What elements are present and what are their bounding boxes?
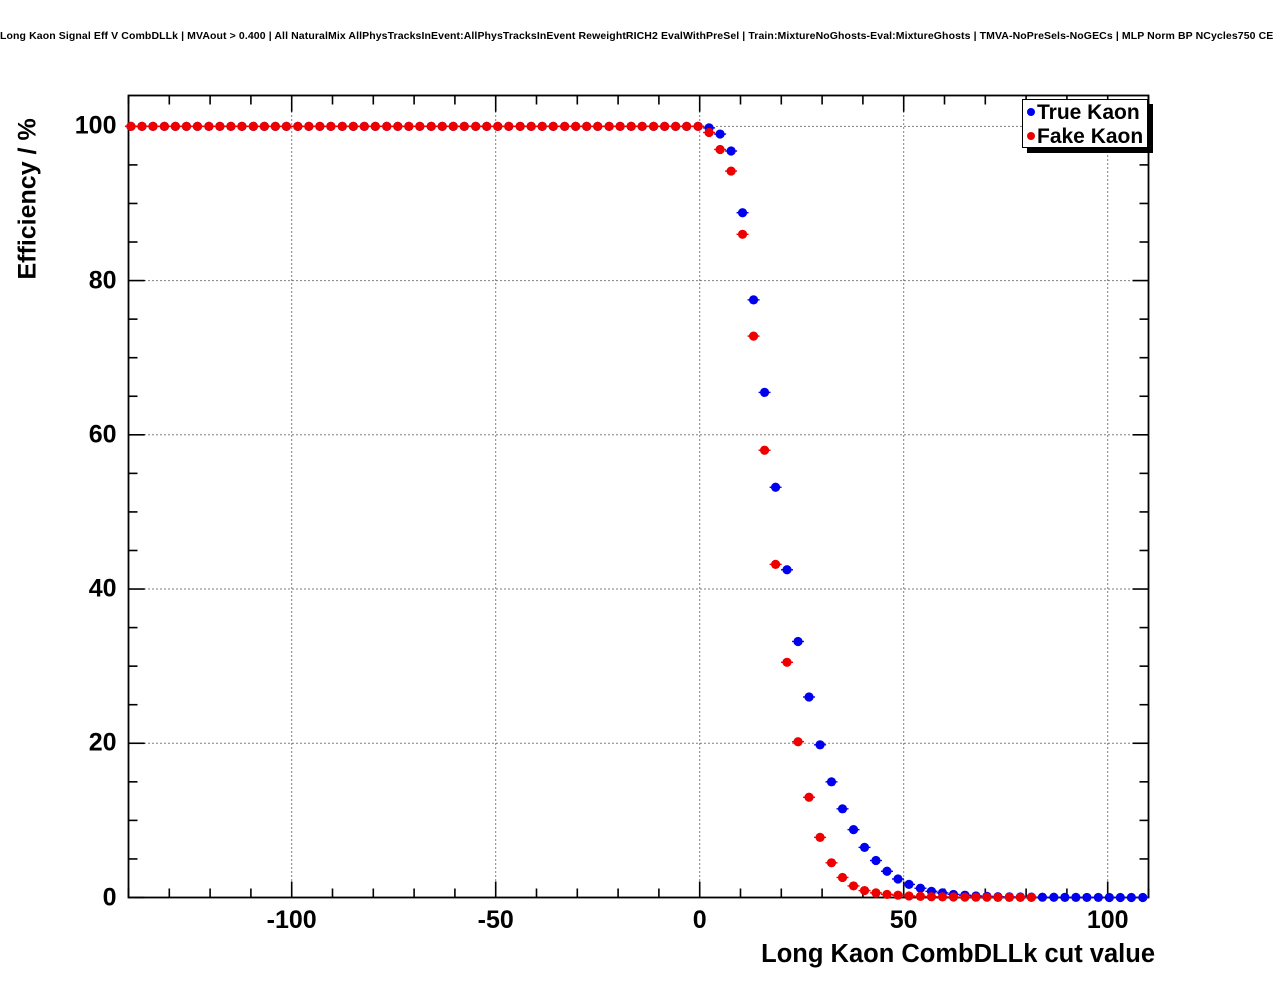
page-title: Long Kaon Signal Eff V CombDLLk | MVAout… (0, 30, 1276, 42)
x-tick-label: -100 (266, 905, 317, 934)
legend-label: Fake Kaon (1037, 124, 1144, 148)
y-tick-label: 0 (102, 883, 117, 911)
axis-ticks (127, 95, 1150, 899)
grid-lines (128, 95, 1149, 898)
legend-entry-fake-kaon[interactable]: Fake Kaon (1027, 124, 1143, 148)
legend-marker-icon (1027, 132, 1035, 140)
series-fake-kaon (124, 121, 1038, 903)
y-tick-label: 40 (88, 574, 117, 603)
legend-entry-true-kaon[interactable]: True Kaon (1027, 100, 1140, 124)
y-tick-label: 20 (88, 728, 117, 757)
chart-legend[interactable]: True Kaon Fake Kaon (1022, 99, 1148, 148)
y-tick-label: 100 (74, 111, 117, 140)
x-tick-label: 50 (889, 905, 918, 934)
x-axis-title: Long Kaon CombDLLk cut value (761, 940, 1155, 968)
y-tick-label: 80 (88, 266, 117, 295)
y-tick-label: 60 (88, 420, 117, 449)
plot-frame (127, 94, 1150, 899)
y-axis-title: Efficiency / % (13, 118, 42, 280)
x-tick-label: 100 (1086, 905, 1129, 934)
legend-label: True Kaon (1037, 100, 1140, 124)
x-tick-label: 0 (692, 905, 707, 934)
x-tick-label: -50 (477, 905, 514, 934)
legend-marker-icon (1027, 108, 1035, 116)
data-series-layer (124, 121, 1149, 903)
series-true-kaon (124, 121, 1149, 903)
